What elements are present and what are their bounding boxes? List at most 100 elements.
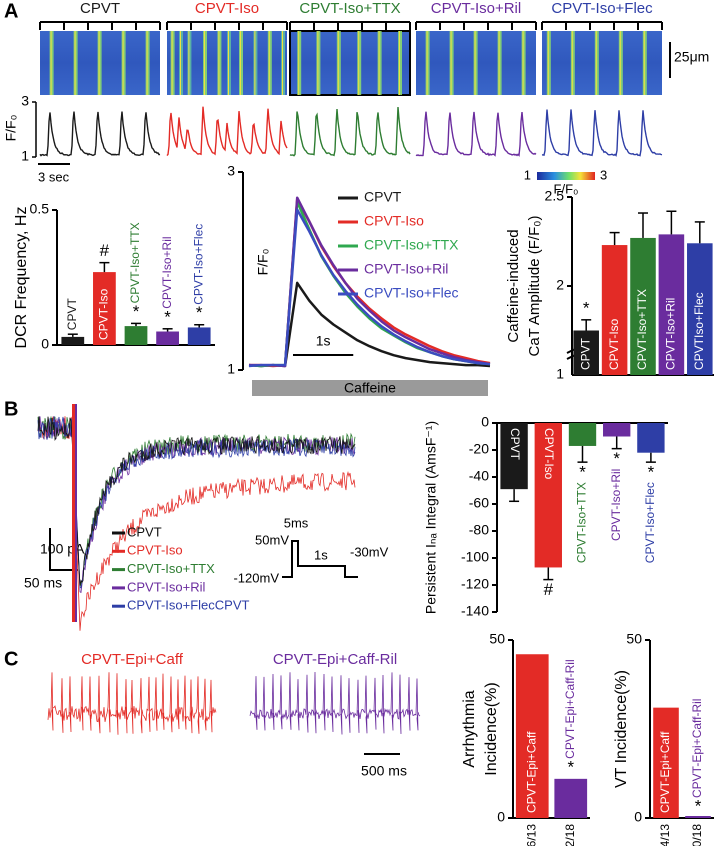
bar-label: CPVT xyxy=(508,428,522,461)
bar xyxy=(61,336,85,345)
x-count-label: 0/18 xyxy=(690,824,704,846)
y-tick-label: -60 xyxy=(469,495,489,511)
voltage-protocol xyxy=(282,540,358,578)
significance-marker: * xyxy=(567,757,574,776)
bar xyxy=(630,237,656,375)
colorbar-label: F/F₀ xyxy=(554,181,579,196)
colorbar xyxy=(537,172,595,180)
transient-line xyxy=(248,208,491,368)
y-tick-label: 0 xyxy=(41,336,49,352)
bar-label: CPVT-Epi+Caff-Ril xyxy=(563,659,577,758)
significance-marker: * xyxy=(695,796,702,815)
bar-label: CPVT-Epi+Caff xyxy=(658,731,672,813)
line-scan-image xyxy=(289,30,411,96)
bar xyxy=(568,423,597,446)
bar-label: CPVT-Iso+TTX xyxy=(635,289,649,370)
bar xyxy=(124,326,148,345)
y-tick-label: 0 xyxy=(481,414,489,430)
y-tick-label: -100 xyxy=(461,549,489,565)
panel-label: C xyxy=(4,648,18,670)
bar-label: CPVT-Epi+Caff-Ril xyxy=(690,699,704,798)
scale-label: 25μm xyxy=(674,49,709,65)
trace-title: CPVT-Epi+Caff xyxy=(81,651,184,668)
legend-label: CPVT-Iso+Ril xyxy=(127,579,205,594)
y-axis-label: VT Incidence(%) xyxy=(613,670,630,788)
time-scale-label: 1s xyxy=(316,333,331,349)
scale-bar xyxy=(49,528,78,571)
significance-marker: # xyxy=(100,241,110,260)
y-tick-label: 0 xyxy=(497,809,505,825)
x-count-label: 6/13 xyxy=(524,824,538,846)
y-tick-label: 1 xyxy=(556,366,564,382)
caffeine-bar xyxy=(252,380,488,396)
fluorescence-trace xyxy=(289,106,411,157)
bar-label: CPVT-Iso+Ril xyxy=(609,469,623,541)
y-tick-label: 50 xyxy=(489,631,505,647)
y-axis-label: DCR Frequency, Hz xyxy=(13,207,30,349)
bar-label: CPVT-Iso+TTX xyxy=(575,482,589,563)
y-axis-label: Incidence(%) xyxy=(483,682,500,775)
bar-label: CPVT-Epi+Caff xyxy=(524,731,538,813)
protocol-label: 1s xyxy=(314,547,328,562)
y-tick-label: -20 xyxy=(469,441,489,457)
column-title: CPVT-Iso+TTX xyxy=(299,0,400,17)
significance-marker: * xyxy=(164,307,171,326)
y-tick-label: 3 xyxy=(227,163,235,179)
colorbar-tick: 3 xyxy=(600,167,607,182)
scale-label: 500 ms xyxy=(361,763,407,779)
significance-marker: * xyxy=(133,302,140,321)
legend-label: CPVT-Iso+TTX xyxy=(127,561,215,576)
bar-label: CPVT-Iso xyxy=(607,318,621,370)
bar xyxy=(554,778,588,818)
legend-label: CPVT xyxy=(127,524,162,539)
bar-label: CPVT-Iso+TTX xyxy=(128,222,142,303)
bar xyxy=(534,423,562,568)
scale-label: 50 ms xyxy=(24,575,62,591)
x-count-label: 2/18 xyxy=(563,824,577,846)
significance-marker: * xyxy=(196,303,203,322)
column-title: CPVT-Iso xyxy=(195,0,259,17)
significance-marker: * xyxy=(583,298,590,317)
column-title: CPVT xyxy=(80,0,120,17)
protocol-label: -120mV xyxy=(233,570,279,585)
column-title: CPVT-Iso+Flec xyxy=(551,0,653,17)
stimulus-artifact xyxy=(75,404,77,622)
fluorescence-trace xyxy=(39,111,161,157)
bar-label: CPVT xyxy=(578,337,592,370)
stimulus-artifact xyxy=(72,404,75,622)
bar xyxy=(658,234,685,375)
y-axis-label: CaT Amplitude (F/F₀) xyxy=(526,216,543,357)
bar xyxy=(603,423,631,437)
legend-label: CPVT-Iso+FlecCPVT xyxy=(127,598,250,613)
y-tick-label: 2 xyxy=(556,277,564,293)
x-count-label: 4/13 xyxy=(658,824,672,846)
bar-label: CPVT-Iso+Flec xyxy=(191,224,205,305)
bar-label: CPVT-Iso xyxy=(97,288,111,340)
current-trace xyxy=(37,416,356,631)
current-trace xyxy=(37,416,356,594)
panel-label: A xyxy=(4,0,18,22)
bar xyxy=(687,243,713,375)
y-tick-label: 1 xyxy=(227,361,235,377)
bar xyxy=(500,423,528,490)
bar-label: CPVT-Iso+Ril xyxy=(664,298,678,370)
fluorescence-trace xyxy=(166,106,288,157)
protocol-label: -30mV xyxy=(350,544,389,559)
y-tick-label: -40 xyxy=(469,468,489,484)
y-tick-label: 0 xyxy=(634,809,642,825)
significance-marker: # xyxy=(544,580,554,599)
y-tick-label: 0.5 xyxy=(30,201,50,217)
legend-label: CPVT-Iso+TTX xyxy=(364,237,459,253)
significance-marker: * xyxy=(579,463,586,482)
panel-label: B xyxy=(4,398,18,420)
y-axis-label: F/F₀ xyxy=(255,248,271,275)
y-tick-label: 1 xyxy=(21,148,29,164)
protocol-label: 50mV xyxy=(255,532,289,547)
bar xyxy=(515,654,549,818)
y-tick-label: -140 xyxy=(461,603,489,619)
bar xyxy=(156,331,179,345)
legend-label: CPVT xyxy=(364,189,402,205)
bar-label: CPVT-Iso xyxy=(542,428,556,480)
bar-label: CPVTIso+Flec xyxy=(692,292,706,370)
legend-label: CPVT-Iso+Ril xyxy=(364,261,448,277)
